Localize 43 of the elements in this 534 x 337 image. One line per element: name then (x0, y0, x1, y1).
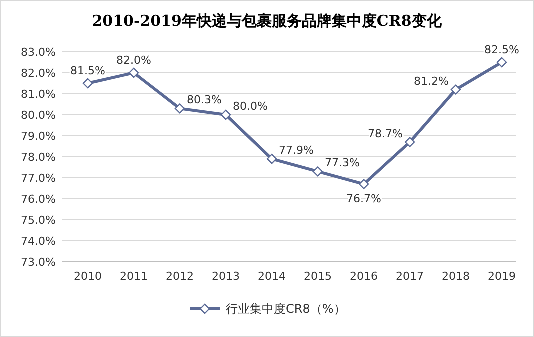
point (450, 84, 462, 95)
point (128, 68, 140, 78)
y-tick-label: 77.0% (21, 172, 56, 185)
point (266, 154, 278, 164)
x-tick-label: 2012 (166, 270, 194, 283)
point (82, 78, 94, 89)
data-label: 77.9% (279, 144, 314, 158)
data-label: 82.5% (484, 44, 520, 56)
data-label: 81.2% (414, 74, 449, 88)
x-tick-label: 2013 (212, 270, 240, 283)
x-tick-label: 2016 (350, 270, 378, 283)
y-tick-label: 83.0% (21, 46, 56, 59)
x-tick-label: 2011 (120, 270, 148, 283)
point (496, 57, 508, 68)
x-tick-label: 2018 (442, 270, 470, 283)
point (358, 179, 370, 190)
y-tick-label: 82.0% (21, 67, 56, 80)
x-tick-label: 2015 (304, 270, 332, 283)
point (220, 110, 232, 120)
data-label: 76.7% (346, 192, 382, 206)
data-label: 80.0% (233, 100, 268, 113)
x-tick-label: 2019 (488, 270, 516, 283)
x-tick-label: 2014 (258, 270, 286, 283)
data-label: 80.3% (187, 94, 222, 107)
point (404, 137, 416, 148)
x-tick-label: 2010 (74, 270, 102, 283)
data-label: 78.7% (368, 127, 403, 140)
y-tick-label: 75.0% (21, 214, 56, 227)
point (312, 166, 324, 177)
legend-label: 行业集中度CR8（%） (226, 302, 346, 316)
y-tick-label: 80.0% (21, 109, 56, 122)
y-tick-label: 78.0% (21, 151, 56, 164)
y-tick-label: 81.0% (21, 88, 56, 101)
data-label: 81.5% (70, 64, 106, 78)
data-label: 77.3% (325, 156, 360, 170)
y-tick-label: 79.0% (21, 130, 56, 143)
data-label: 82.0% (116, 54, 152, 67)
y-tick-label: 74.0% (21, 235, 56, 248)
chart-title: 2010-2019年快递与包裹服务品牌集中度CR8变化 (92, 12, 443, 30)
y-tick-label: 73.0% (21, 256, 56, 269)
x-tick-label: 2017 (396, 270, 424, 283)
point (174, 104, 186, 114)
y-tick-label: 76.0% (21, 193, 56, 206)
